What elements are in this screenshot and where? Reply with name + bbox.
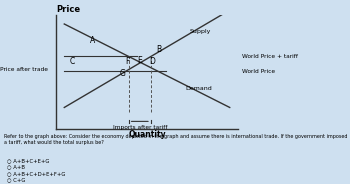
Text: Refer to the graph above: Consider the economy depicted in the graph and assume : Refer to the graph above: Consider the e… [4,134,347,145]
Text: G: G [119,69,125,78]
Text: ○ A+B+C+E+G: ○ A+B+C+E+G [7,158,49,163]
Text: C: C [70,57,75,66]
Text: ○ A+B+C+D+E+F+G: ○ A+B+C+D+E+F+G [7,171,65,176]
Text: B: B [157,45,162,54]
Text: World Price + tariff: World Price + tariff [241,54,298,59]
Text: Demand: Demand [185,86,212,91]
Text: ○ A+B: ○ A+B [7,165,25,170]
Text: Imports after tariff: Imports after tariff [113,125,167,130]
Text: Supply: Supply [190,29,211,34]
Text: ○ C+G: ○ C+G [7,178,25,183]
Text: A: A [90,36,95,45]
Text: Price: Price [56,5,80,14]
Text: E: E [138,56,142,66]
Text: World Price: World Price [241,69,275,74]
X-axis label: Quantity: Quantity [128,130,166,139]
Text: F: F [125,57,129,66]
Text: D: D [150,57,155,66]
Text: Price after trade: Price after trade [0,67,48,72]
